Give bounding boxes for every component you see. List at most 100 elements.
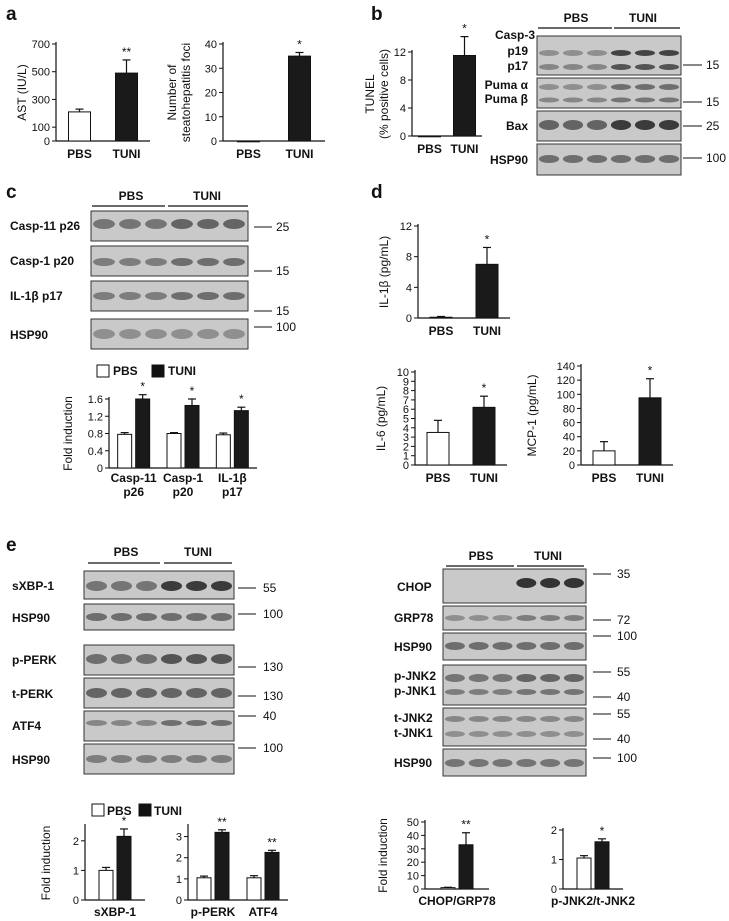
y-axis-label: Number of [165, 64, 179, 121]
bar [237, 140, 260, 143]
y-tick-label: 10 [397, 367, 409, 379]
blot-band [111, 720, 132, 726]
y-tick-label: 20 [205, 88, 217, 100]
y-tick-label: 0 [551, 884, 557, 896]
blot-band [610, 50, 632, 56]
y-tick-label: 6 [403, 404, 409, 416]
y-tick-label: 1.2 [88, 411, 103, 423]
blot-band [516, 731, 537, 737]
panel-label-c: c [6, 182, 17, 203]
significance-marker: * [648, 364, 653, 378]
x-tick-label-line2: p26 [123, 485, 144, 499]
y-tick-label: 0 [400, 131, 406, 143]
blot-band [161, 688, 182, 698]
bar [288, 55, 311, 142]
group-header-tuni: TUNI [534, 549, 562, 563]
blot-band [540, 759, 561, 767]
blot-band [186, 654, 207, 664]
chart-ast: 0 100 300 500 700 AST (IU/L) PBS ** TUNI [15, 39, 150, 161]
legend-label-tuni: TUNI [168, 364, 196, 378]
blot-label-hsp90-b: HSP90 [490, 153, 528, 167]
blot-band [211, 688, 232, 698]
blot-band [145, 258, 167, 266]
group-header-tuni: TUNI [184, 545, 212, 559]
legend-swatch-tuni [151, 364, 165, 378]
blot-band [538, 120, 560, 130]
mw-72-grp78: 72 [617, 613, 631, 627]
y-tick-label: 0 [73, 895, 79, 907]
blot-label-pjnk2: p-JNK2 [394, 669, 436, 683]
blot-band [492, 731, 513, 737]
y-tick-label: 40 [205, 39, 217, 51]
y-tick-label: 30 [407, 844, 419, 856]
y-tick-label: 12 [400, 221, 412, 233]
blot-label-sxbp1: sXBP-1 [12, 579, 54, 593]
blot-band [93, 329, 115, 339]
y-tick-label: 20 [563, 446, 575, 458]
bar [166, 433, 182, 469]
y-tick-label: 10 [407, 871, 419, 883]
y-tick-label: 40 [563, 432, 575, 444]
y-tick-label: 4 [403, 423, 409, 435]
blot-band [211, 581, 232, 591]
mw-15-casp3: 15 [706, 58, 720, 72]
significance-marker: ** [217, 815, 227, 829]
blot-band [658, 64, 680, 70]
y-tick-label: 2 [176, 853, 182, 865]
y-tick-label: 8 [406, 252, 412, 264]
blot-band [136, 755, 157, 763]
blot-band [516, 578, 537, 588]
blot-band [492, 689, 513, 695]
bands-panel-e-left [86, 581, 232, 763]
blot-band [211, 755, 232, 763]
mw-100-hsp90-b: 100 [706, 151, 726, 165]
significance-marker: * [485, 232, 490, 246]
mw-100-hsp90-e1: 100 [263, 607, 283, 621]
significance-marker: * [140, 380, 145, 394]
y-tick-label: 0 [413, 884, 419, 896]
blot-hsp90-e4 [442, 748, 587, 777]
mw-100-hsp90-e4: 100 [617, 751, 637, 765]
mw-35-chop: 35 [617, 567, 631, 581]
x-tick-label: Casp-1 [163, 471, 203, 485]
chart-steatohepatitis-foci: 0 10 20 30 40 Number of steatohepatitis foci PB… [165, 37, 325, 161]
blot-band [86, 613, 107, 621]
blot-label-pperk: p-PERK [12, 653, 57, 667]
blot-band [540, 731, 561, 737]
bar [576, 857, 592, 890]
bar [233, 410, 249, 469]
y-axis-label: IL-1β (pg/mL) [377, 236, 391, 308]
significance-marker: ** [461, 818, 471, 832]
y-tick-label: 30 [205, 63, 217, 75]
blot-band [161, 720, 182, 726]
blot-hsp90-b [536, 143, 682, 176]
y-tick-label: 100 [32, 122, 50, 134]
mw-100-hsp90-c: 100 [276, 320, 296, 334]
blot-band [171, 292, 193, 300]
y-tick-label: 20 [407, 857, 419, 869]
blot-band [634, 97, 656, 103]
blot-band [445, 578, 465, 588]
blot-band [469, 578, 489, 588]
blot-band [562, 64, 584, 70]
y-tick-label: 80 [563, 403, 575, 415]
blot-hsp90-e2 [83, 743, 235, 775]
blot-band [444, 615, 465, 621]
x-tick-label: TUNI [473, 324, 501, 338]
y-tick-label: 300 [32, 94, 50, 106]
y-tick-label: 2 [73, 836, 79, 848]
blot-atf4 [83, 710, 235, 742]
y-axis-label: Fold induction [376, 818, 390, 893]
y-tick-label: 40 [407, 830, 419, 842]
blot-tperk [83, 677, 235, 709]
blot-band [223, 219, 245, 229]
blot-label-hsp90-e2: HSP90 [12, 753, 50, 767]
blot-band [540, 642, 561, 650]
group-header-tuni: TUNI [629, 11, 657, 25]
bar [594, 841, 610, 890]
blot-band [86, 688, 107, 698]
blot-band [444, 716, 465, 722]
significance-marker: * [239, 392, 244, 406]
y-tick-label: 700 [32, 39, 50, 51]
blot-band [516, 674, 537, 682]
